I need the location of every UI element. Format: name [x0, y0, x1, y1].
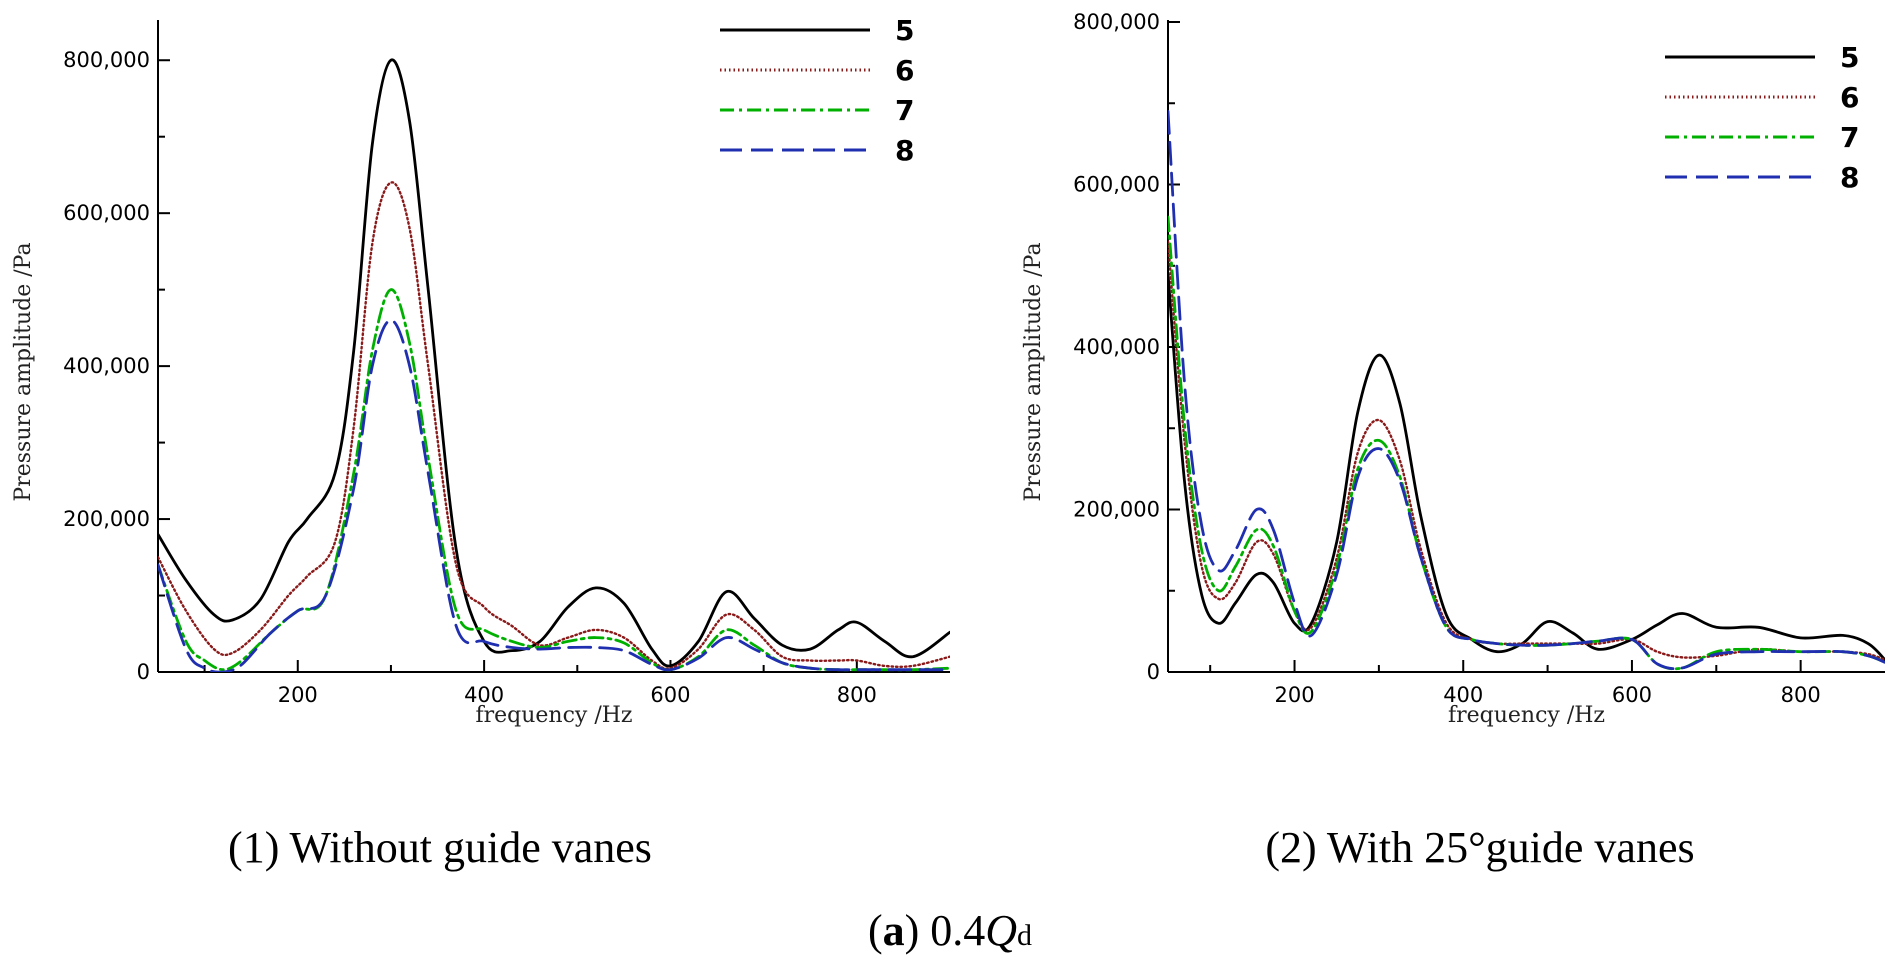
y-tick-label: 400,000 [1073, 335, 1160, 359]
y-tick-label: 800,000 [63, 48, 150, 72]
figure-caption-subscript: d [1017, 919, 1032, 952]
y-tick-label: 200,000 [63, 507, 150, 531]
figure-caption: (a) 0.4Qd [868, 906, 1032, 955]
panel-caption-2: (2) With 25°guide vanes [1265, 823, 1694, 872]
legend-label-8: 8 [895, 134, 914, 167]
legend-label-7: 7 [895, 94, 914, 127]
figure-caption-label: a [883, 906, 905, 955]
legend-label-6: 6 [895, 54, 914, 87]
series-line-6 [158, 181, 950, 670]
x-tick-label: 800 [1781, 683, 1821, 707]
y-tick-label: 600,000 [63, 201, 150, 225]
series-line-8 [158, 318, 950, 672]
x-tick-label: 400 [464, 683, 504, 707]
figure-caption-symbol: Q [985, 906, 1017, 955]
y-axis-label: Pressure amplitude /Pa [1021, 242, 1046, 501]
y-tick-label: 400,000 [63, 354, 150, 378]
panel-caption-1: (1) Without guide vanes [228, 823, 652, 872]
x-axis-label: frequency /Hz [1448, 703, 1605, 728]
x-tick-label: 200 [278, 683, 318, 707]
series-line-5 [1168, 272, 1885, 662]
y-tick-label: 800,000 [1073, 10, 1160, 34]
legend-label-5: 5 [895, 14, 914, 47]
chart-panel-without-guide-vanes: 0 200,000 400,000 600,000 800,000 200 400 600 80… [11, 14, 950, 728]
x-axis-label: frequency /Hz [475, 703, 632, 728]
x-tick-label: 400 [1443, 683, 1483, 707]
series-line-7 [158, 288, 950, 672]
figure-caption-value: 0.4 [930, 906, 985, 955]
series-line-6 [1168, 240, 1885, 661]
y-tick-label: 600,000 [1073, 173, 1160, 197]
legend-label-8: 8 [1840, 161, 1859, 194]
legend-label-6: 6 [1840, 81, 1859, 114]
x-tick-label: 800 [837, 683, 877, 707]
y-tick-label: 0 [1147, 660, 1160, 684]
x-tick-label: 200 [1274, 683, 1314, 707]
chart-panel-with-guide-vanes: 0 200,000 400,000 600,000 800,000 200 400 600 80… [1021, 10, 1885, 728]
legend-label-7: 7 [1840, 121, 1859, 154]
series-line-8 [1168, 110, 1885, 671]
y-axis-label: Pressure amplitude /Pa [11, 242, 36, 501]
x-tick-label: 600 [650, 683, 690, 707]
series-line-7 [1168, 215, 1885, 671]
y-tick-label: 200,000 [1073, 498, 1160, 522]
y-tick-label: 0 [137, 660, 150, 684]
x-tick-label: 600 [1612, 683, 1652, 707]
legend-label-5: 5 [1840, 41, 1859, 74]
